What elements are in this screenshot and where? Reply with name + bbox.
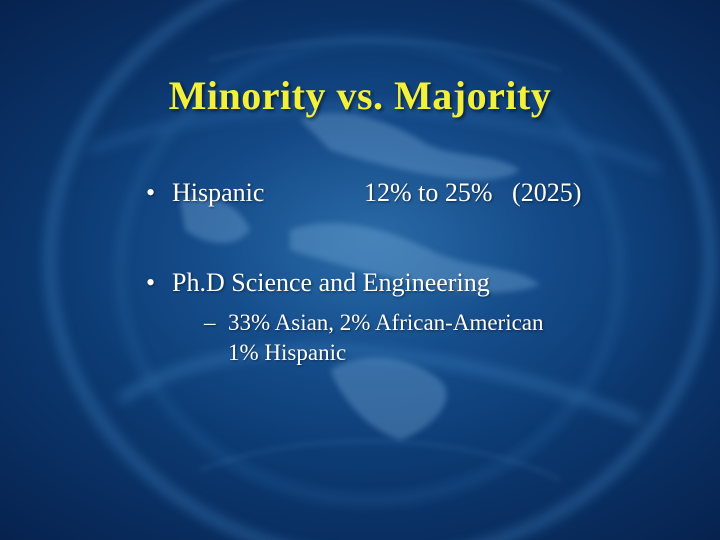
- bullet-stat: 12% to 25% (2025): [364, 178, 582, 207]
- bullet-list: • Hispanic 12% to 25% (2025) • Ph.D Scie…: [146, 176, 686, 368]
- slide-title: Minority vs. Majority: [168, 73, 552, 118]
- bullet-text: Ph.D Science and Engineering: [172, 268, 490, 297]
- sub-bullet-line: 1% Hispanic: [228, 340, 347, 365]
- bullet-marker: •: [146, 268, 156, 297]
- sub-bullet: – 33% Asian, 2% African-American 1% Hisp…: [204, 308, 686, 368]
- bullet-phd-science-engineering: • Ph.D Science and Engineering: [146, 266, 686, 300]
- sub-bullet-line: 33% Asian, 2% African-American: [228, 310, 544, 335]
- sub-bullet-marker: –: [204, 310, 216, 335]
- bullet-hispanic: • Hispanic 12% to 25% (2025): [146, 176, 686, 210]
- bullet-text: Hispanic: [172, 178, 265, 207]
- bullet-marker: •: [146, 178, 156, 207]
